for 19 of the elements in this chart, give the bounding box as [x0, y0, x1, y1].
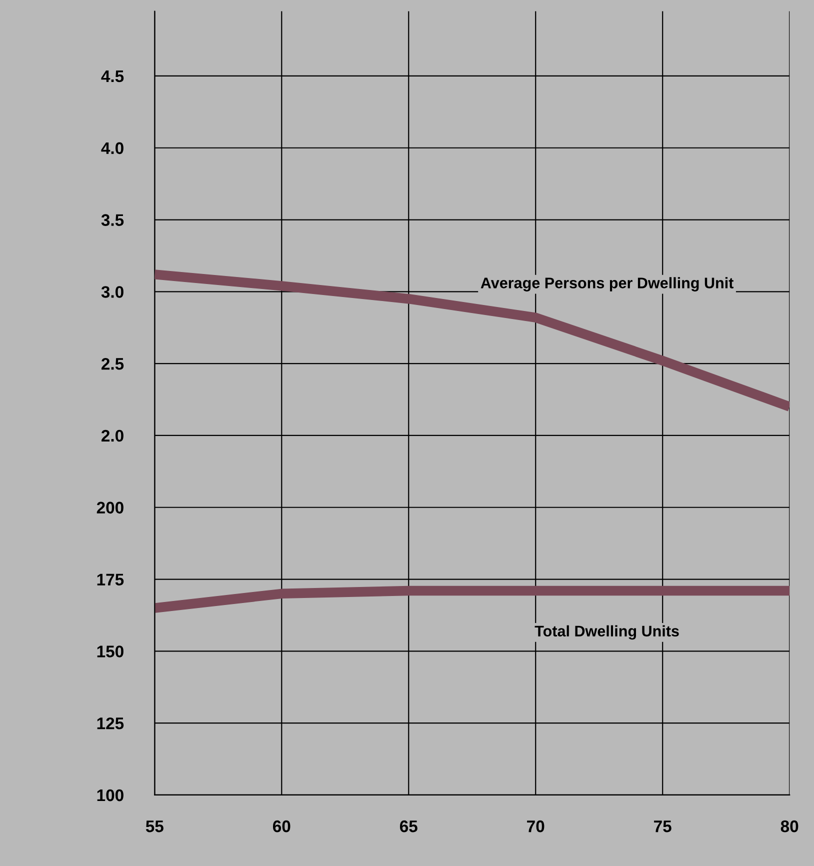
x-tick-label: 60 — [272, 820, 290, 832]
series-label: Average Persons per Dwelling Unit — [480, 277, 734, 292]
y-tick-label: 175 — [97, 574, 124, 586]
y2-tick-label: 3.0 — [101, 286, 124, 298]
y2-tick-label: 4.5 — [101, 70, 124, 82]
y-tick-label: 200 — [96, 502, 124, 514]
y2-tick-label: 4.0 — [101, 142, 124, 154]
x-tick-label: 55 — [146, 820, 164, 832]
text: Total Dwelling Units — [534, 625, 679, 640]
y2-tick-label: 3.5 — [101, 214, 124, 226]
y2-tick-label: 2.5 — [102, 358, 124, 370]
y2-tick-label: 2.0 — [102, 430, 124, 442]
x-tick-label: 65 — [400, 820, 418, 832]
x-tick-label: 70 — [527, 820, 544, 832]
y-tick-label: 125 — [97, 717, 124, 730]
x-tick-label: 80 — [780, 820, 798, 832]
y-tick-label: 150 — [97, 646, 124, 658]
y-tick-label: 100 — [97, 789, 124, 802]
x-tick-label: 75 — [654, 820, 672, 832]
